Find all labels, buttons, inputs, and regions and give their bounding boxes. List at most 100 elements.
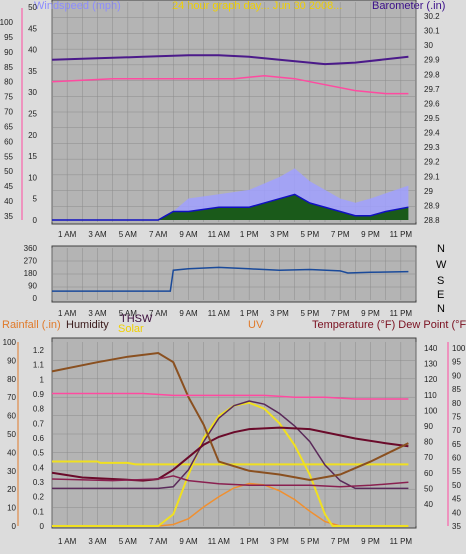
windspeed-line bbox=[52, 193, 409, 221]
wd-x-tick: 5 AM bbox=[119, 309, 138, 318]
wd-x-tick: 5 PM bbox=[300, 309, 319, 318]
rainfall-tick: 1.2 bbox=[33, 346, 45, 355]
rainfall-tick: 0.9 bbox=[33, 390, 45, 399]
rainfall-tick: 0.8 bbox=[33, 405, 45, 414]
uv-axis-tick: 85 bbox=[452, 385, 461, 394]
bot-x-tick: 7 AM bbox=[149, 537, 168, 546]
uv-axis-tick: 40 bbox=[452, 508, 461, 517]
uv-axis-tick: 75 bbox=[452, 412, 461, 421]
bot-x-tick: 5 AM bbox=[119, 537, 138, 546]
windspeed-tick: 50 bbox=[28, 3, 37, 12]
uv-axis-tick: 55 bbox=[452, 467, 461, 476]
barometer-tick: 29.6 bbox=[424, 99, 440, 108]
top-x-tick: 5 PM bbox=[300, 230, 319, 239]
bot-x-tick: 7 PM bbox=[331, 537, 350, 546]
windspeed-tick: 15 bbox=[28, 152, 37, 161]
humidity-tick: 100 bbox=[3, 338, 17, 347]
uv-axis-tick: 65 bbox=[452, 440, 461, 449]
humidity-tick: 20 bbox=[7, 485, 16, 494]
wd-x-tick: 1 AM bbox=[58, 309, 77, 318]
red-axis-tick: 65 bbox=[4, 122, 13, 131]
bot-x-tick: 5 PM bbox=[300, 537, 319, 546]
windspeed-tick: 10 bbox=[28, 173, 37, 182]
wd-x-tick: 7 PM bbox=[331, 309, 350, 318]
barometer-line bbox=[51, 54, 409, 66]
wind-direction-tick: 270 bbox=[24, 257, 38, 266]
red-axis-tick: 35 bbox=[4, 212, 13, 221]
temperature-tick: 70 bbox=[424, 453, 433, 462]
barometer-tick: 28.8 bbox=[424, 216, 440, 225]
barometer-tick: 29.3 bbox=[424, 143, 440, 152]
red-line bbox=[51, 74, 409, 95]
wind-direction-line bbox=[52, 266, 409, 292]
compass-label-n1: N bbox=[437, 243, 445, 255]
red-axis-tick: 50 bbox=[4, 167, 13, 176]
red-axis-tick: 75 bbox=[4, 93, 13, 102]
solar-line bbox=[52, 401, 409, 527]
solar-base-line bbox=[52, 460, 409, 466]
rainfall-tick: 0 bbox=[40, 522, 45, 531]
wd-x-tick: 11 PM bbox=[390, 309, 413, 318]
wind-direction-tick: 90 bbox=[28, 282, 37, 291]
top-x-tick: 7 AM bbox=[149, 230, 168, 239]
temperature-tick: 40 bbox=[424, 500, 433, 509]
humidity-line bbox=[51, 351, 409, 482]
windspeed-tick: 0 bbox=[33, 216, 38, 225]
wd-x-tick: 9 AM bbox=[179, 309, 198, 318]
windspeed-tick: 20 bbox=[28, 131, 37, 140]
barometer-tick: 29 bbox=[424, 187, 433, 196]
uv-axis-tick: 70 bbox=[452, 426, 461, 435]
rainfall-axis-label: Rainfall (.in) bbox=[2, 319, 61, 331]
red-axis-tick: 60 bbox=[4, 137, 13, 146]
humidity-tick: 80 bbox=[7, 375, 16, 384]
rainfall-tick: 0.6 bbox=[33, 434, 45, 443]
wd-x-tick: 11 AM bbox=[208, 309, 230, 318]
thsw-line bbox=[52, 400, 409, 490]
humidity-tick: 30 bbox=[7, 467, 16, 476]
red-axis-tick: 85 bbox=[4, 63, 13, 72]
barometer-tick: 29.2 bbox=[424, 158, 440, 167]
top-x-tick: 1 PM bbox=[240, 230, 259, 239]
rainfall-tick: 0.7 bbox=[33, 419, 45, 428]
temperature-tick: 120 bbox=[424, 375, 438, 384]
windspeed-tick: 40 bbox=[28, 46, 37, 55]
uv-axis-tick: 45 bbox=[452, 495, 461, 504]
rainfall-tick: 1.1 bbox=[33, 361, 45, 370]
rainfall-tick: 0.2 bbox=[33, 493, 45, 502]
bot-x-tick: 11 PM bbox=[390, 537, 413, 546]
chart-title: 24 hour graph day... Jun 30 2008... bbox=[172, 0, 342, 12]
barometer-tick: 29.4 bbox=[424, 129, 440, 138]
top-x-tick: 11 PM bbox=[390, 230, 413, 239]
temperature-axis-label: Temperature (°F) Dew Point (°F) bbox=[312, 319, 466, 331]
bot-x-tick: 1 AM bbox=[58, 537, 77, 546]
thsw-label: THSW bbox=[120, 313, 153, 325]
barometer-tick: 28.9 bbox=[424, 201, 440, 210]
top-x-tick: 9 AM bbox=[179, 230, 198, 239]
bot-x-tick: 9 PM bbox=[361, 537, 380, 546]
rainfall-tick: 0.3 bbox=[33, 478, 45, 487]
uv-axis-tick: 90 bbox=[452, 371, 461, 380]
temperature-tick: 140 bbox=[424, 344, 438, 353]
red-axis-tick: 100 bbox=[0, 18, 14, 27]
temperature-tick: 80 bbox=[424, 438, 433, 447]
solar-label: Solar bbox=[118, 323, 144, 335]
red-axis-tick: 70 bbox=[4, 108, 13, 117]
barometer-tick: 30.1 bbox=[424, 27, 440, 36]
wind-direction-tick: 180 bbox=[24, 269, 38, 278]
rainfall-tick: 0.4 bbox=[33, 463, 45, 472]
humidity-tick: 60 bbox=[7, 412, 16, 421]
temperature-tick: 100 bbox=[424, 406, 438, 415]
red-axis-tick: 55 bbox=[4, 152, 13, 161]
top-x-tick: 9 PM bbox=[361, 230, 380, 239]
wind-direction-tick: 0 bbox=[33, 294, 38, 303]
windspeed-tick: 45 bbox=[28, 24, 37, 33]
bot-x-tick: 3 AM bbox=[88, 537, 107, 546]
rainfall-tick: 1 bbox=[40, 375, 45, 384]
top-x-tick: 5 AM bbox=[119, 230, 138, 239]
wd-x-tick: 7 AM bbox=[149, 309, 168, 318]
wd-x-tick: 1 PM bbox=[240, 309, 259, 318]
humidity-axis-label: Humidity bbox=[66, 319, 109, 331]
bot-x-tick: 3 PM bbox=[270, 537, 289, 546]
top-x-tick: 1 AM bbox=[58, 230, 77, 239]
